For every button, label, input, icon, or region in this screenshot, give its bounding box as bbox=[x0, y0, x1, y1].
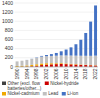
chart: Other (excl. flowbatteries/other...)Nick… bbox=[0, 0, 100, 98]
bar bbox=[45, 63, 48, 64]
bar bbox=[35, 64, 38, 65]
legend-label: Lead bbox=[48, 91, 59, 96]
legend-entry: Other (excl. flowbatteries/other...) bbox=[2, 81, 42, 91]
bar bbox=[21, 61, 24, 66]
bar bbox=[25, 60, 28, 65]
legend-label: Other (excl. flowbatteries/other...) bbox=[8, 81, 42, 91]
grid-line bbox=[15, 3, 98, 4]
bar bbox=[65, 55, 68, 63]
legend-swatch bbox=[2, 92, 6, 96]
y-tick-label: 1000 bbox=[2, 18, 13, 24]
legend-entry: Lead bbox=[43, 91, 59, 96]
legend-entry: Li-ion bbox=[62, 91, 79, 96]
bar bbox=[25, 59, 28, 60]
legend-entry: Nickel-cadmium bbox=[2, 91, 40, 96]
bar bbox=[30, 58, 33, 59]
x-axis-line bbox=[15, 66, 98, 67]
y-tick-label: 200 bbox=[5, 54, 14, 60]
bar bbox=[74, 44, 77, 55]
y-tick-label: 1400 bbox=[2, 0, 13, 6]
bar bbox=[84, 33, 87, 56]
grid bbox=[15, 3, 98, 67]
legend-label: Li-ion bbox=[67, 91, 79, 96]
x-tick-label: 2014 bbox=[73, 68, 79, 79]
y-tick-label: 400 bbox=[5, 45, 14, 51]
bar bbox=[79, 56, 82, 65]
bar bbox=[50, 56, 53, 63]
bar bbox=[74, 65, 77, 67]
legend-entry: Nickel-hydride bbox=[45, 81, 80, 86]
bar bbox=[84, 65, 87, 67]
x-tick-label: 2018 bbox=[82, 68, 88, 79]
bar bbox=[45, 56, 48, 63]
x-tick-label: 2002 bbox=[43, 68, 49, 79]
bar bbox=[55, 64, 58, 67]
bar bbox=[45, 65, 48, 67]
bar bbox=[40, 65, 43, 67]
bar bbox=[89, 56, 92, 65]
x-tick-label: 2006 bbox=[53, 68, 59, 79]
bar bbox=[60, 55, 63, 63]
bar bbox=[94, 5, 97, 55]
y-tick-label: 800 bbox=[5, 27, 14, 33]
legend: Other (excl. flowbatteries/other...)Nick… bbox=[2, 81, 79, 97]
bar bbox=[65, 50, 68, 56]
bars bbox=[16, 5, 97, 66]
axes: 0200400600800100012001400199019941998200… bbox=[2, 0, 98, 80]
grid-line bbox=[15, 12, 98, 13]
x-tick-label: 2022 bbox=[92, 68, 98, 79]
y-tick-label: 1200 bbox=[2, 9, 13, 15]
bar bbox=[55, 56, 58, 64]
y-tick-label: 600 bbox=[5, 36, 14, 42]
grid-line bbox=[15, 30, 98, 31]
bar bbox=[35, 57, 38, 58]
bar bbox=[40, 63, 43, 65]
bar bbox=[25, 65, 28, 66]
bar bbox=[65, 64, 68, 67]
x-tick-label: 2010 bbox=[63, 68, 69, 79]
x-tick-label: 1994 bbox=[24, 68, 30, 79]
bar bbox=[16, 61, 19, 66]
bar bbox=[50, 54, 53, 56]
bar bbox=[79, 40, 82, 56]
bar bbox=[60, 51, 63, 55]
legend-swatch bbox=[2, 82, 6, 86]
bar bbox=[94, 56, 97, 66]
x-tick-label: 1990 bbox=[14, 68, 20, 79]
legend-swatch bbox=[43, 92, 47, 96]
bar bbox=[35, 58, 38, 64]
legend-label: Nickel-hydride bbox=[50, 81, 79, 86]
bar bbox=[89, 65, 92, 66]
bar bbox=[40, 55, 43, 57]
bar bbox=[30, 65, 33, 66]
bar bbox=[79, 65, 82, 67]
bar bbox=[94, 66, 97, 67]
x-tick-label: 1998 bbox=[33, 68, 39, 79]
grid-line bbox=[15, 21, 98, 22]
bar bbox=[55, 53, 58, 56]
bar bbox=[70, 64, 73, 66]
bar bbox=[60, 64, 63, 67]
bar bbox=[74, 56, 77, 64]
bar bbox=[21, 60, 24, 61]
legend-swatch bbox=[62, 92, 66, 96]
bar bbox=[70, 56, 73, 64]
bar bbox=[84, 56, 87, 65]
bar bbox=[16, 61, 19, 62]
legend-label: Nickel-cadmium bbox=[8, 91, 40, 96]
bar bbox=[89, 22, 92, 56]
bar bbox=[45, 55, 48, 56]
bar bbox=[70, 47, 73, 55]
bar bbox=[50, 64, 53, 66]
bar bbox=[40, 57, 43, 64]
bar bbox=[50, 63, 53, 64]
legend-swatch bbox=[45, 82, 49, 86]
bar bbox=[30, 59, 33, 65]
